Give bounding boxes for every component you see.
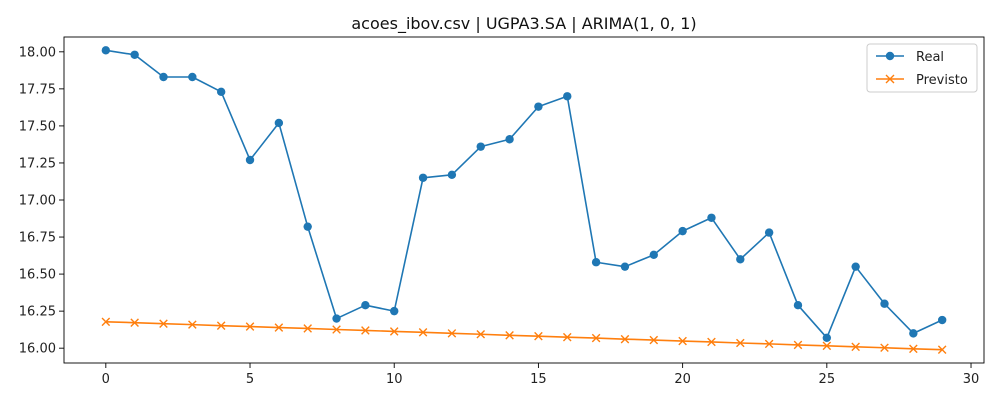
data-point-real bbox=[620, 262, 630, 271]
data-point-real bbox=[476, 142, 485, 151]
series-line-previsto bbox=[105, 321, 943, 351]
data-point-previsto bbox=[736, 338, 745, 348]
data-point-real bbox=[101, 46, 111, 55]
y-tick-label: 16.50 bbox=[19, 268, 56, 283]
data-point-real bbox=[649, 250, 658, 260]
data-point-previsto bbox=[476, 329, 486, 339]
x-axis: 0 5 10 15 20 25 30 bbox=[102, 363, 980, 387]
y-tick-label: 17.75 bbox=[19, 82, 56, 97]
chart-title: acoes_ibov.csv | UGPA3.SA | ARIMA(1, 0, … bbox=[351, 14, 696, 34]
data-point-real bbox=[216, 87, 226, 97]
legend-label-previsto: Previsto bbox=[916, 73, 968, 88]
data-point-previsto bbox=[245, 322, 255, 331]
legend-marker-previsto bbox=[885, 74, 895, 84]
data-point-previsto bbox=[389, 327, 399, 336]
data-point-real bbox=[332, 314, 341, 323]
data-point-real bbox=[534, 102, 543, 111]
data-point-real bbox=[764, 228, 774, 237]
data-point-previsto bbox=[649, 335, 659, 345]
y-tick-label: 18.00 bbox=[19, 45, 56, 60]
x-tick-label: 15 bbox=[530, 372, 547, 387]
data-point-real bbox=[736, 255, 745, 264]
data-point-real bbox=[418, 173, 428, 182]
series-layer bbox=[101, 46, 947, 354]
y-tick-label: 17.25 bbox=[19, 156, 56, 171]
data-point-previsto bbox=[534, 331, 543, 341]
data-point-real bbox=[880, 299, 889, 308]
plot-area bbox=[63, 36, 985, 364]
x-tick-label: 25 bbox=[819, 372, 836, 387]
data-point-previsto bbox=[880, 343, 889, 353]
data-point-previsto bbox=[303, 324, 312, 333]
y-tick-label: 17.50 bbox=[19, 119, 56, 134]
data-point-previsto bbox=[159, 319, 168, 329]
y-tick-label: 16.25 bbox=[19, 305, 56, 320]
data-point-real bbox=[130, 50, 139, 59]
data-point-previsto bbox=[505, 330, 514, 340]
x-tick-label: 5 bbox=[246, 372, 254, 387]
data-point-real bbox=[274, 118, 284, 128]
data-point-real bbox=[678, 226, 687, 236]
data-point-previsto bbox=[937, 345, 947, 354]
y-tick-label: 16.75 bbox=[19, 231, 56, 246]
data-point-real bbox=[591, 258, 601, 267]
data-point-real bbox=[707, 213, 716, 222]
data-point-real bbox=[303, 222, 312, 231]
data-point-real bbox=[909, 329, 918, 338]
data-point-real bbox=[159, 72, 168, 82]
data-point-real bbox=[563, 92, 572, 101]
data-point-real bbox=[245, 155, 255, 165]
data-point-real bbox=[937, 315, 947, 325]
data-point-previsto bbox=[418, 328, 428, 337]
data-point-previsto bbox=[101, 317, 111, 327]
data-point-previsto bbox=[332, 325, 341, 334]
data-point-previsto bbox=[274, 323, 284, 332]
x-tick-label: 30 bbox=[963, 372, 980, 387]
y-axis: 16.00 16.25 16.50 16.75 17.00 17.25 17.50 17.75… bbox=[19, 45, 64, 357]
legend-marker-real bbox=[885, 51, 895, 61]
data-point-previsto bbox=[764, 339, 774, 349]
data-point-previsto bbox=[130, 318, 139, 327]
x-tick-label: 20 bbox=[674, 372, 691, 387]
data-point-previsto bbox=[909, 344, 918, 354]
data-point-previsto bbox=[188, 320, 197, 329]
data-point-real bbox=[822, 333, 832, 343]
data-point-previsto bbox=[447, 329, 457, 338]
series-line-real bbox=[105, 49, 943, 339]
data-point-real bbox=[793, 301, 803, 310]
data-point-previsto bbox=[678, 336, 687, 346]
data-point-real bbox=[447, 170, 457, 180]
x-tick-label: 0 bbox=[102, 372, 110, 387]
y-tick-label: 16.00 bbox=[19, 342, 56, 357]
data-point-previsto bbox=[851, 342, 860, 352]
data-point-previsto bbox=[361, 326, 370, 335]
data-point-previsto bbox=[620, 334, 630, 344]
data-point-real bbox=[390, 306, 399, 316]
data-point-real bbox=[361, 301, 370, 310]
data-point-real bbox=[505, 135, 514, 144]
y-tick-label: 17.00 bbox=[19, 194, 56, 209]
data-point-real bbox=[188, 72, 197, 82]
data-point-previsto bbox=[562, 332, 572, 342]
data-point-previsto bbox=[793, 340, 803, 350]
x-tick-label: 10 bbox=[386, 372, 403, 387]
legend: Real Previsto bbox=[866, 43, 978, 93]
data-point-previsto bbox=[591, 333, 601, 343]
data-point-previsto bbox=[216, 321, 226, 330]
data-point-previsto bbox=[822, 341, 832, 351]
data-point-previsto bbox=[707, 337, 716, 347]
data-point-real bbox=[851, 262, 860, 271]
legend-label-real: Real bbox=[916, 50, 944, 65]
